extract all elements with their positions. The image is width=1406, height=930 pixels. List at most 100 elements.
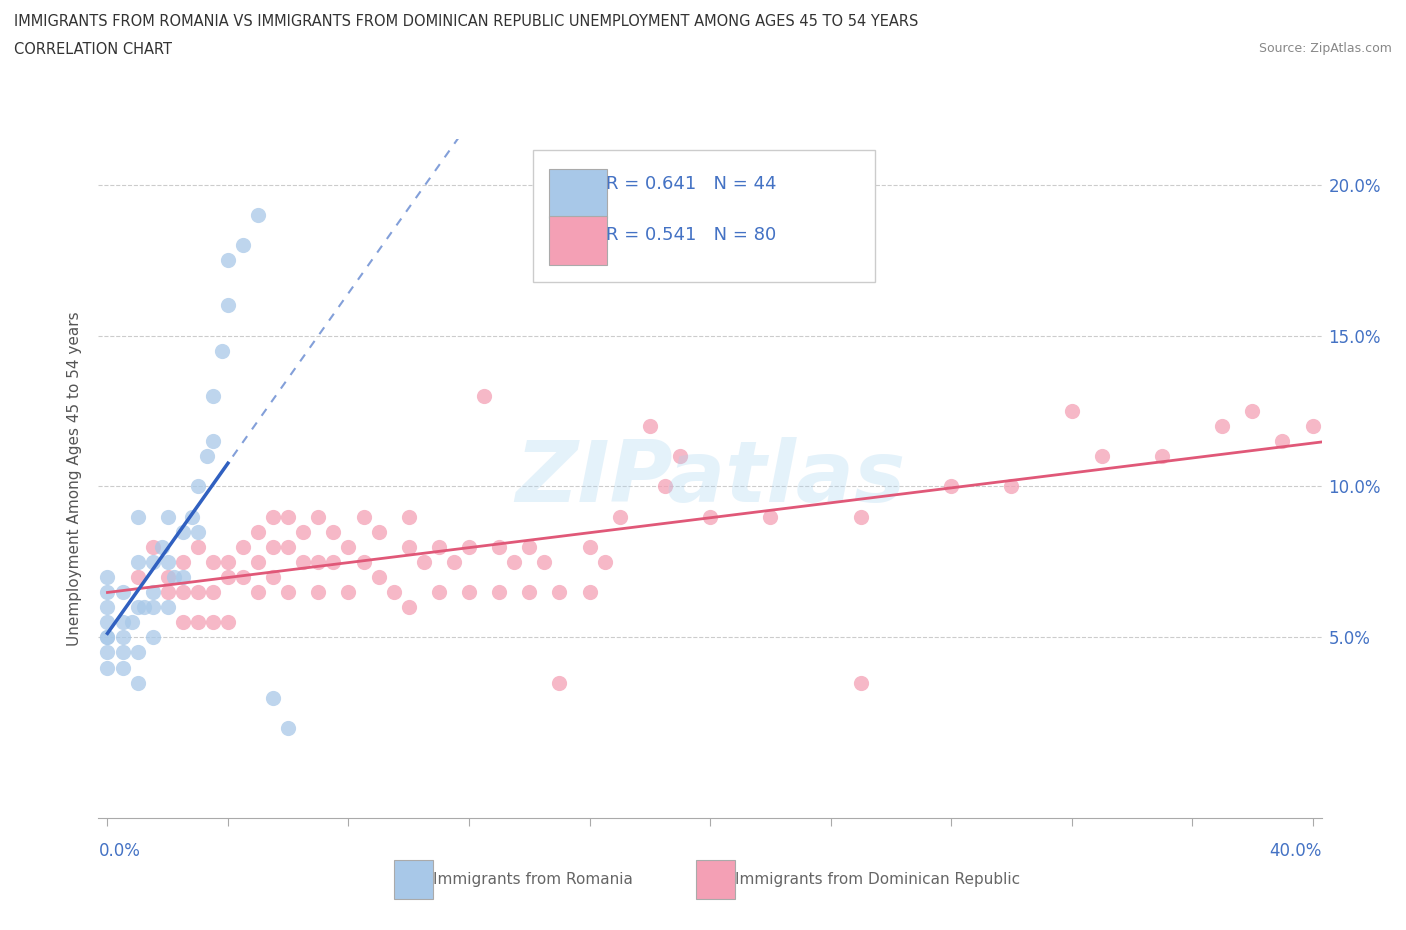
Point bbox=[398, 510, 420, 525]
Point bbox=[353, 554, 375, 569]
Point bbox=[132, 600, 155, 615]
Point bbox=[201, 433, 224, 448]
Text: Immigrants from Romania: Immigrants from Romania bbox=[433, 872, 633, 887]
FancyBboxPatch shape bbox=[533, 150, 875, 282]
Point bbox=[1060, 404, 1083, 418]
Text: 0.0%: 0.0% bbox=[98, 842, 141, 860]
Point bbox=[111, 660, 134, 675]
Point bbox=[1241, 404, 1264, 418]
Point bbox=[398, 539, 420, 554]
Point bbox=[322, 554, 344, 569]
Point bbox=[699, 510, 721, 525]
Point bbox=[142, 585, 165, 600]
Point bbox=[232, 539, 254, 554]
Point bbox=[247, 207, 270, 222]
Point bbox=[337, 585, 360, 600]
Point bbox=[367, 525, 389, 539]
Point bbox=[96, 630, 118, 644]
Point bbox=[517, 585, 540, 600]
Point bbox=[1271, 433, 1294, 448]
Point bbox=[488, 539, 510, 554]
Point bbox=[638, 418, 661, 433]
Point bbox=[337, 539, 360, 554]
Point bbox=[156, 585, 179, 600]
Point bbox=[172, 554, 194, 569]
Point bbox=[1150, 449, 1173, 464]
Point bbox=[127, 569, 149, 584]
Point bbox=[121, 615, 143, 630]
Point bbox=[548, 585, 571, 600]
Point bbox=[96, 660, 118, 675]
Point bbox=[593, 554, 616, 569]
Point bbox=[262, 510, 284, 525]
Point bbox=[578, 585, 600, 600]
Point bbox=[96, 585, 118, 600]
Point bbox=[111, 630, 134, 644]
Point bbox=[96, 645, 118, 660]
FancyBboxPatch shape bbox=[548, 168, 607, 218]
Point bbox=[96, 615, 118, 630]
Point bbox=[443, 554, 465, 569]
Point bbox=[1000, 479, 1022, 494]
Point bbox=[232, 569, 254, 584]
Point bbox=[849, 675, 872, 690]
Point bbox=[548, 675, 571, 690]
Point bbox=[427, 539, 450, 554]
Point bbox=[187, 585, 209, 600]
Point bbox=[172, 585, 194, 600]
Point bbox=[142, 539, 165, 554]
Point bbox=[398, 600, 420, 615]
Point bbox=[127, 600, 149, 615]
Point bbox=[322, 525, 344, 539]
Point bbox=[187, 525, 209, 539]
Point bbox=[412, 554, 434, 569]
Point bbox=[669, 449, 692, 464]
Point bbox=[759, 510, 782, 525]
Point bbox=[156, 569, 179, 584]
Point bbox=[307, 554, 329, 569]
Point bbox=[292, 554, 315, 569]
Point bbox=[277, 539, 299, 554]
Point bbox=[163, 569, 186, 584]
Point bbox=[1302, 418, 1324, 433]
Text: Source: ZipAtlas.com: Source: ZipAtlas.com bbox=[1258, 42, 1392, 55]
Point bbox=[307, 585, 329, 600]
Point bbox=[517, 539, 540, 554]
Point bbox=[111, 585, 134, 600]
Point bbox=[503, 554, 526, 569]
Point bbox=[187, 615, 209, 630]
Point bbox=[458, 585, 481, 600]
Point bbox=[156, 600, 179, 615]
Point bbox=[292, 525, 315, 539]
Point bbox=[654, 479, 676, 494]
Point bbox=[849, 510, 872, 525]
FancyBboxPatch shape bbox=[548, 216, 607, 265]
Point bbox=[142, 630, 165, 644]
Point bbox=[127, 645, 149, 660]
Point bbox=[939, 479, 962, 494]
Point bbox=[609, 510, 631, 525]
Point bbox=[277, 721, 299, 736]
Point bbox=[172, 615, 194, 630]
Point bbox=[367, 569, 389, 584]
Point bbox=[127, 554, 149, 569]
Text: R = 0.541   N = 80: R = 0.541 N = 80 bbox=[606, 226, 776, 244]
Point bbox=[96, 630, 118, 644]
Point bbox=[172, 525, 194, 539]
Point bbox=[533, 554, 555, 569]
Point bbox=[217, 298, 239, 312]
Point bbox=[127, 510, 149, 525]
Point bbox=[472, 389, 495, 404]
Text: R = 0.641   N = 44: R = 0.641 N = 44 bbox=[606, 175, 776, 193]
Point bbox=[277, 585, 299, 600]
Point bbox=[247, 585, 270, 600]
Point bbox=[187, 539, 209, 554]
Point bbox=[127, 675, 149, 690]
Point bbox=[262, 539, 284, 554]
Text: CORRELATION CHART: CORRELATION CHART bbox=[14, 42, 172, 57]
Point bbox=[111, 645, 134, 660]
Point bbox=[217, 554, 239, 569]
Point bbox=[201, 615, 224, 630]
Point bbox=[1091, 449, 1114, 464]
Point bbox=[488, 585, 510, 600]
